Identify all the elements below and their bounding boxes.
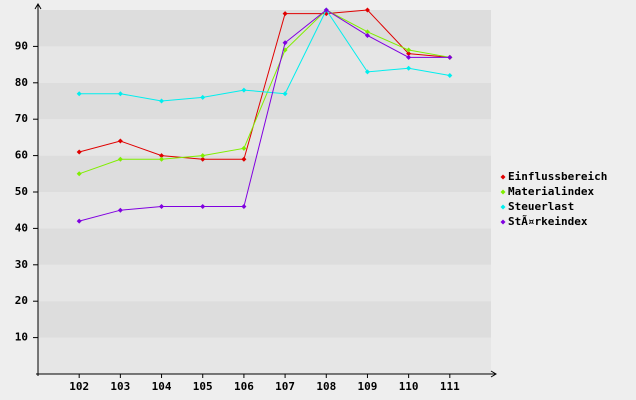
point [76,171,82,177]
plot-band [38,228,491,265]
x-axis-arrow [490,370,497,378]
y-tick-label: 90 [15,39,28,52]
point [406,47,412,53]
point [241,145,247,151]
x-tick-label: 107 [275,380,295,393]
point [76,218,82,224]
point [117,138,123,144]
point [159,153,165,159]
x-tick-label: 103 [110,380,130,393]
point [406,51,412,57]
x-tick-label: 111 [440,380,460,393]
point [159,98,165,104]
point [364,29,370,35]
point [241,156,247,162]
point [159,156,165,162]
y-tick-label: 70 [15,112,28,125]
x-tick-label: 110 [399,380,419,393]
plot-band [38,10,491,47]
point [447,73,453,79]
point [159,204,165,210]
x-tick-label: 109 [358,380,378,393]
point [406,65,412,71]
y-tick-label: 60 [15,149,28,162]
point [76,149,82,155]
series-line [79,9,450,160]
y-tick-label: 10 [15,331,28,344]
point [200,156,206,162]
y-tick-label: 50 [15,185,28,198]
series-line [79,9,450,222]
point [200,153,206,159]
point [241,204,247,210]
legend-marker [500,219,506,225]
plot-band [38,155,491,192]
legend-marker [500,189,506,195]
point [282,91,288,97]
y-tick-label: 80 [15,76,28,89]
y-tick-label: 40 [15,221,28,234]
point [117,207,123,213]
point [117,91,123,97]
plot-band [38,192,491,229]
legend-label: Einflussbereich [508,170,607,183]
point [117,156,123,162]
y-axis-arrow [34,3,42,10]
x-tick-label: 105 [193,380,213,393]
plot-band [38,264,491,302]
series-line [79,9,450,175]
x-tick-label: 104 [152,380,172,393]
legend-marker [500,174,506,180]
y-tick-label: 30 [15,258,28,271]
plot-band [38,46,491,83]
point [76,91,82,97]
x-tick-label: 102 [69,380,89,393]
legend-marker [500,204,506,210]
point [364,32,370,38]
plot-band [38,82,491,120]
point [323,7,329,13]
point [282,40,288,46]
point [364,69,370,75]
x-tick-label: 108 [316,380,336,393]
point [282,11,288,17]
plot-band [38,337,491,374]
y-tick-label: 20 [15,294,28,307]
point [406,54,412,60]
point [200,94,206,100]
x-tick-label: 106 [234,380,254,393]
point [200,204,206,210]
point [364,7,370,13]
legend-label: Steuerlast [508,200,574,213]
point [241,87,247,93]
legend-label: StÃ¤rkeindex [508,215,588,228]
chart-content: 10 20 30 40 50 60 70 80 90 102 103 104 105 106 107 108 1… [15,7,607,393]
plot-background [38,10,491,374]
plot-band [38,301,491,338]
point [447,54,453,60]
series-line [79,8,450,102]
legend-label: Materialindex [508,185,594,198]
